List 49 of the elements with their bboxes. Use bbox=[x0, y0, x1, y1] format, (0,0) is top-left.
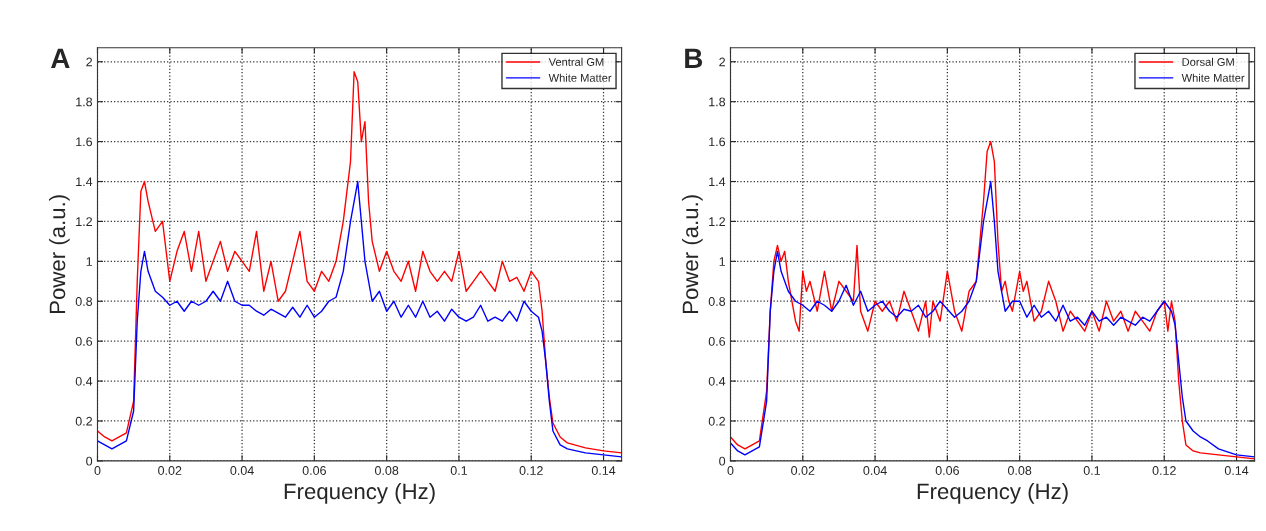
y-tick-label: 0.2 bbox=[708, 416, 725, 426]
text: B bbox=[685, 48, 703, 68]
x-tick-label: 0 bbox=[727, 466, 734, 475]
y-tick-label: 1.8 bbox=[76, 97, 93, 107]
y-tick-label: 1 bbox=[86, 257, 93, 266]
y-tick-label: 0 bbox=[719, 456, 726, 466]
y-tick-label: 0 bbox=[86, 456, 93, 466]
y-axis-title: Power (a.u.) bbox=[681, 195, 703, 314]
y-axis-title: Power (a.u.) bbox=[48, 195, 70, 314]
y-tick-label: 1.2 bbox=[76, 217, 92, 226]
y-tick-label: 0.6 bbox=[708, 336, 726, 346]
x-tick-label: 0.12 bbox=[1152, 466, 1176, 475]
y-tick-label: 1.4 bbox=[76, 177, 93, 187]
legend-label: Dorsal GM bbox=[1182, 57, 1234, 66]
y-tick-label: 1.4 bbox=[709, 177, 726, 187]
x-tick-label: 0.04 bbox=[230, 466, 254, 475]
y-tick-label: 0.8 bbox=[75, 297, 93, 306]
x-tick-label: 0.04 bbox=[863, 466, 887, 475]
legend-label: White Matter bbox=[548, 73, 612, 82]
y-tick-label: 1.8 bbox=[709, 97, 726, 107]
x-tick-label: 0.08 bbox=[1007, 466, 1032, 475]
y-tick-label: 0.4 bbox=[75, 376, 93, 386]
x-tick-label: 0.14 bbox=[1224, 466, 1249, 475]
y-tick-label: 0.4 bbox=[708, 376, 726, 386]
x-tick-label: 0.06 bbox=[302, 466, 326, 475]
x-tick-label: 0.06 bbox=[935, 466, 959, 475]
x-axis-title: Frequency (Hz) bbox=[284, 482, 435, 504]
legend-label: Ventral GM bbox=[548, 57, 604, 66]
legend-label: White Matter bbox=[1181, 73, 1245, 82]
x-tick-label: 0.02 bbox=[791, 466, 815, 475]
line-series bbox=[97, 71, 622, 454]
y-tick-label: 2 bbox=[719, 57, 725, 67]
y-tick-label: 0.6 bbox=[75, 336, 93, 346]
y-tick-label: 0.2 bbox=[75, 416, 92, 426]
y-tick-label: 1 bbox=[719, 257, 726, 266]
text: A bbox=[51, 48, 70, 68]
x-tick-label: 0.14 bbox=[591, 466, 616, 475]
y-tick-label: 1.2 bbox=[709, 217, 725, 226]
y-tick-label: 1.6 bbox=[76, 137, 93, 147]
y-tick-label: 1.6 bbox=[709, 137, 726, 147]
x-tick-label: 0.1 bbox=[450, 466, 468, 475]
x-tick-label: 0 bbox=[94, 466, 101, 475]
y-tick-label: 2 bbox=[86, 57, 92, 67]
x-axis-title: Frequency (Hz) bbox=[917, 482, 1068, 504]
x-tick-label: 0.08 bbox=[374, 466, 399, 475]
x-tick-label: 0.1 bbox=[1083, 466, 1101, 475]
x-tick-label: 0.02 bbox=[158, 466, 182, 475]
y-tick-label: 0.8 bbox=[708, 297, 726, 306]
x-tick-label: 0.12 bbox=[519, 466, 543, 475]
